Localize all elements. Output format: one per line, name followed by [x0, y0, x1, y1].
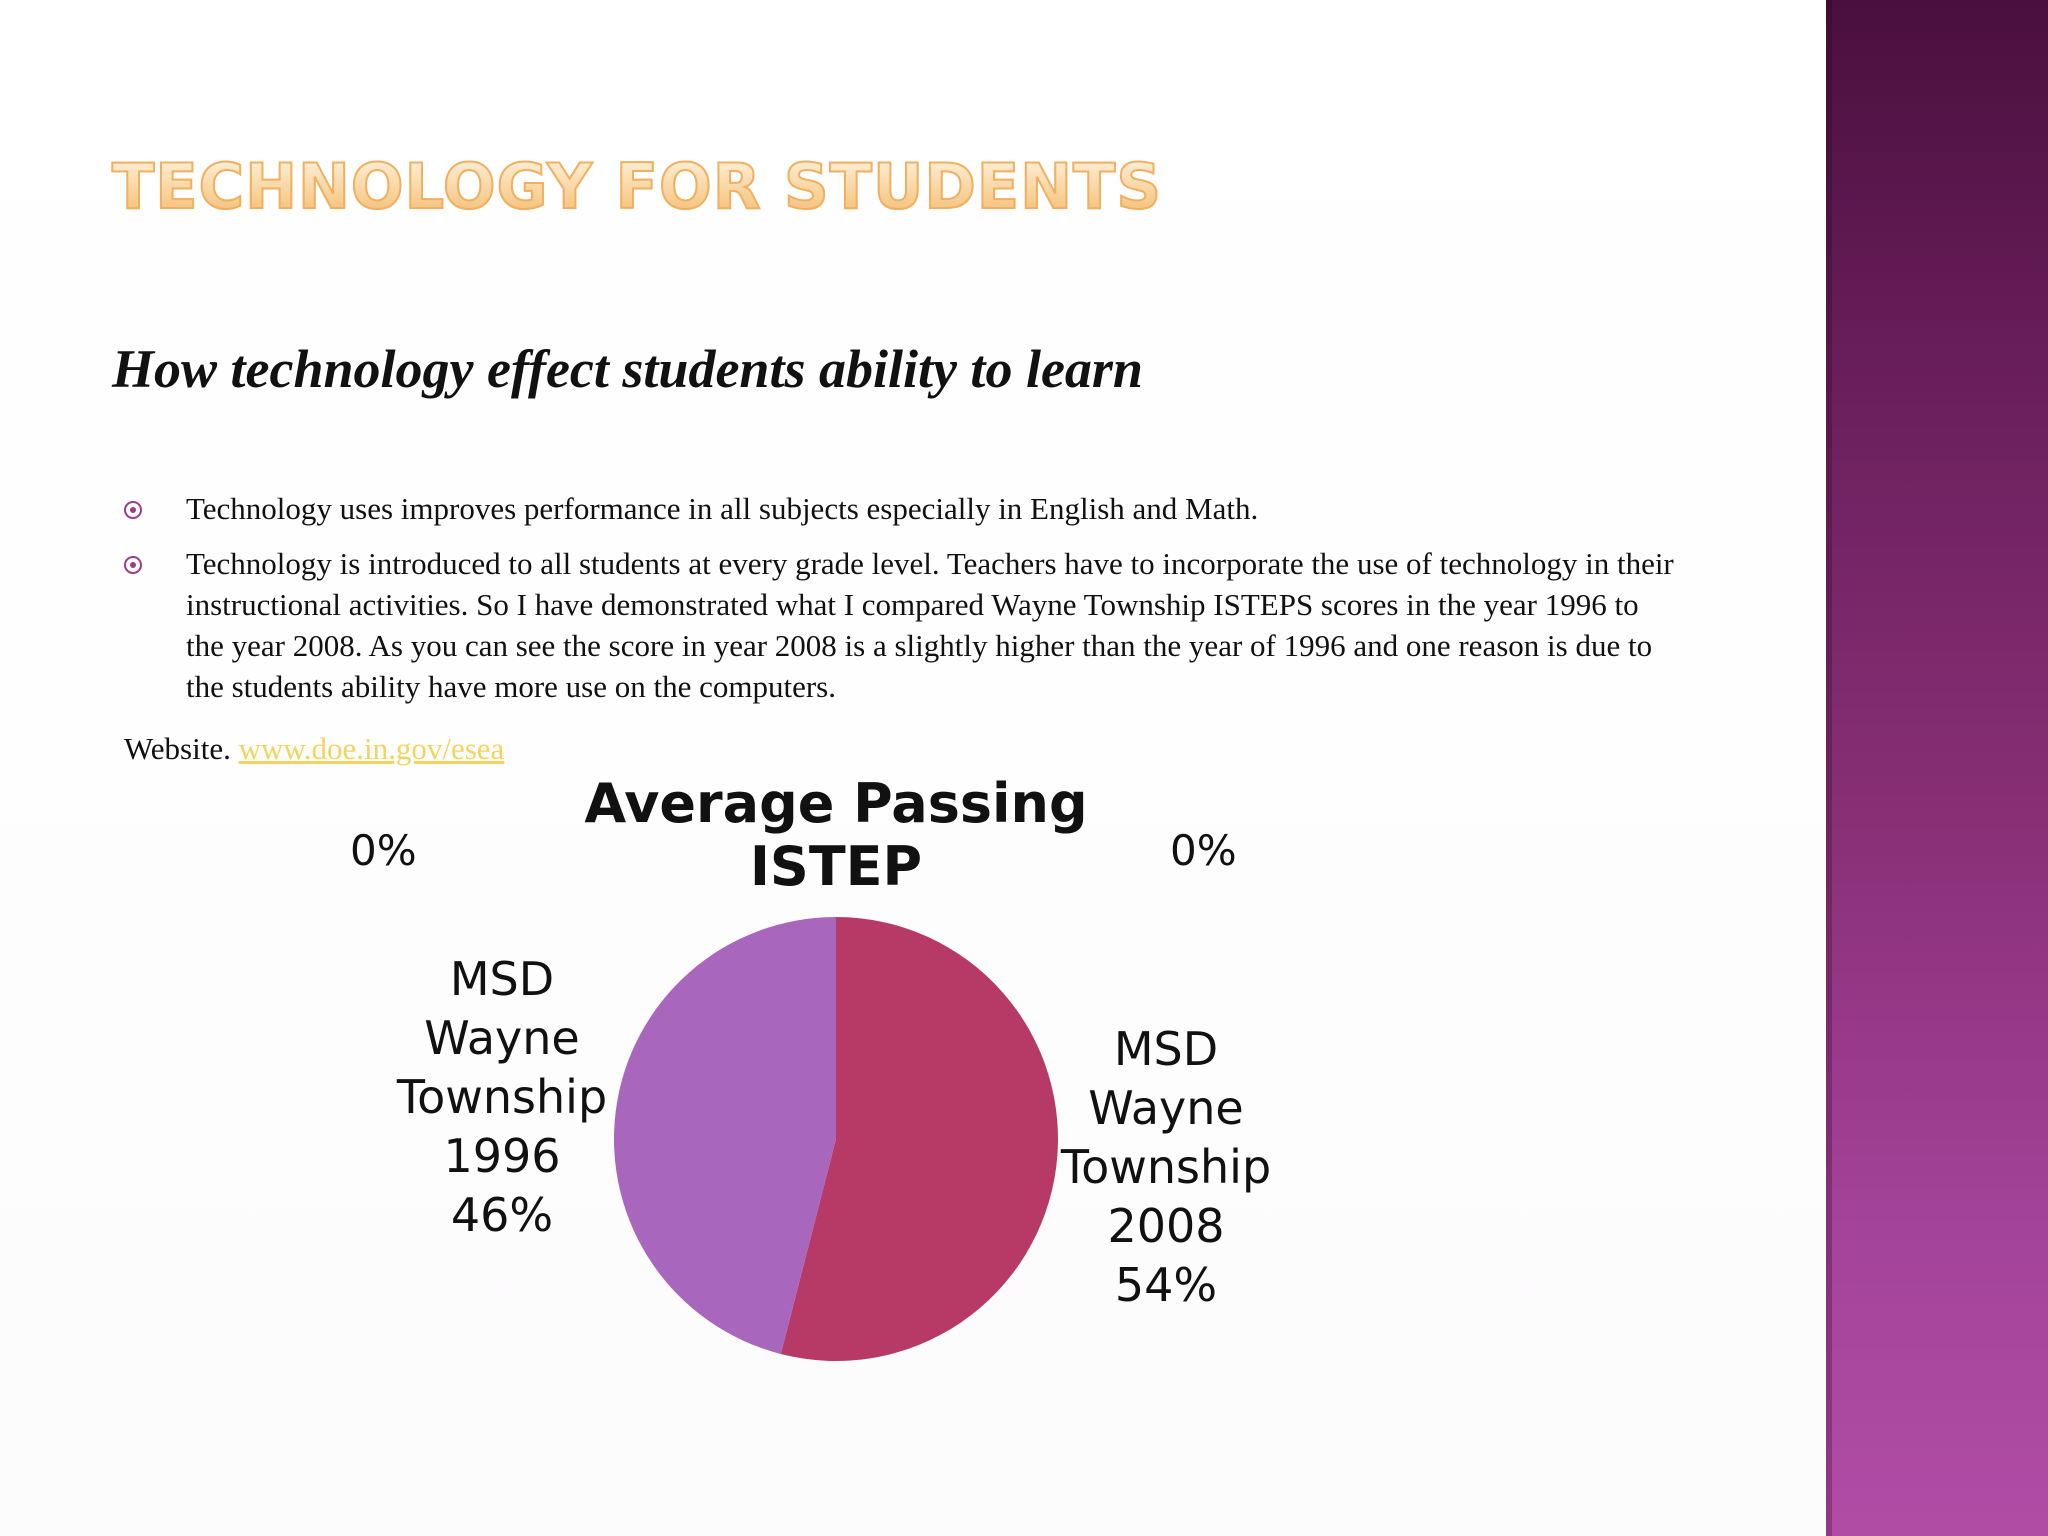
- bullet-list: Technology uses improves performance in …: [120, 488, 1680, 721]
- slice-label-line: Wayne: [1088, 1081, 1244, 1135]
- zero-percent-label-right: 0%: [1170, 826, 1237, 875]
- decorative-side-band: [1826, 0, 2048, 1536]
- slice-label-percent: 54%: [1114, 1258, 1218, 1312]
- slice-label-line: MSD: [449, 952, 555, 1006]
- slice-label-line: MSD: [1113, 1022, 1219, 1076]
- bullet-item: Technology uses improves performance in …: [120, 488, 1680, 529]
- bullet-icon: [124, 556, 142, 574]
- slice-label-line: Wayne: [424, 1011, 580, 1065]
- slice-label-line: 1996: [443, 1129, 561, 1183]
- zero-percent-label-left: 0%: [350, 826, 417, 875]
- chart-title: Average Passing ISTEP: [584, 772, 1088, 898]
- slice-label-percent: 46%: [450, 1188, 554, 1242]
- slice-label-2008: MSD Wayne Township 2008 54%: [1056, 1020, 1276, 1315]
- website-link[interactable]: www.doe.in.gov/esea: [238, 731, 505, 766]
- slice-label-line: 2008: [1107, 1199, 1225, 1253]
- slice-label-line: Township: [1060, 1140, 1272, 1194]
- bullet-item: Technology is introduced to all students…: [120, 543, 1680, 707]
- bullet-icon: [124, 501, 142, 519]
- slice-label-1996: MSD Wayne Township 1996 46%: [392, 950, 612, 1245]
- slide-subtitle: How technology effect students ability t…: [112, 339, 1143, 399]
- bullet-text: Technology is introduced to all students…: [186, 546, 1674, 704]
- slide-title: TECHNOLOGY FOR STUDENTS: [111, 149, 1162, 224]
- pie-chart: [613, 917, 1058, 1361]
- website-line: Website. www.doe.in.gov/esea: [124, 728, 504, 769]
- pie-slice-0: [780, 917, 1058, 1361]
- slice-label-line: Township: [396, 1070, 608, 1124]
- bullet-text: Technology uses improves performance in …: [186, 491, 1259, 526]
- pie-slice-1: [613, 917, 836, 1355]
- website-label: Website.: [124, 731, 231, 766]
- slide: TECHNOLOGY FOR STUDENTS How technology e…: [0, 0, 1826, 1536]
